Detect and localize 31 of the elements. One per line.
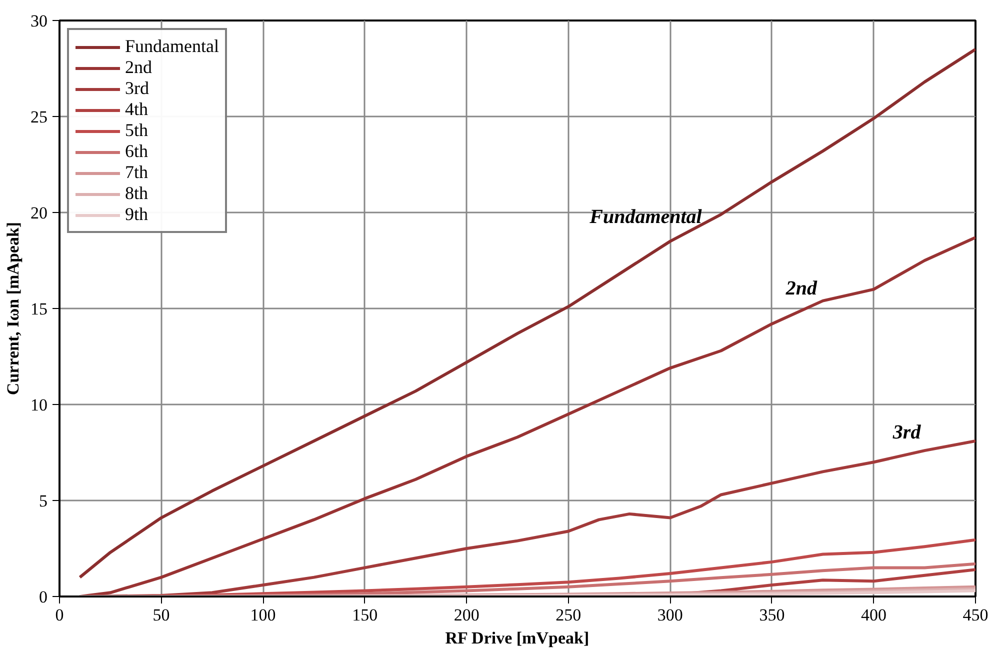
x-tick-label: 250 [556,606,582,624]
y-tick-label: 15 [30,300,48,318]
y-tick-label: 0 [39,588,48,606]
y-tick-label: 5 [39,492,48,510]
y-tick-label: 10 [30,396,48,414]
x-tick-label: 50 [152,606,170,624]
annotation: 2nd [784,277,818,300]
x-tick-label: 150 [352,606,378,624]
annotation: 3rd [892,422,922,444]
x-tick-label: 200 [454,606,480,624]
y-axis-title: Current, Iωn [mApeak] [4,222,22,396]
x-tick-label: 300 [657,606,683,624]
legend-label: 8th [125,183,148,204]
y-tick-label: 25 [30,108,48,126]
x-axis-title: RF Drive [mVpeak] [445,628,590,648]
legend-label: 4th [125,99,148,120]
x-tick-label: 400 [860,606,886,624]
y-tick-label: 20 [30,204,48,222]
legend-label: 9th [125,204,148,225]
legend-label: 3rd [125,78,149,99]
annotation: Fundamental [588,206,702,228]
x-tick-label: 450 [962,606,988,624]
x-tick-label: 100 [250,606,276,624]
legend-label: Fundamental [125,36,219,57]
legend-label: 7th [125,162,148,183]
x-tick-label: 0 [55,606,64,624]
legend-label: 2nd [125,57,152,78]
legend-label: 6th [125,141,148,162]
legend-label: 5th [125,120,148,141]
y-tick-label: 30 [30,12,48,30]
x-tick-label: 350 [759,606,785,624]
